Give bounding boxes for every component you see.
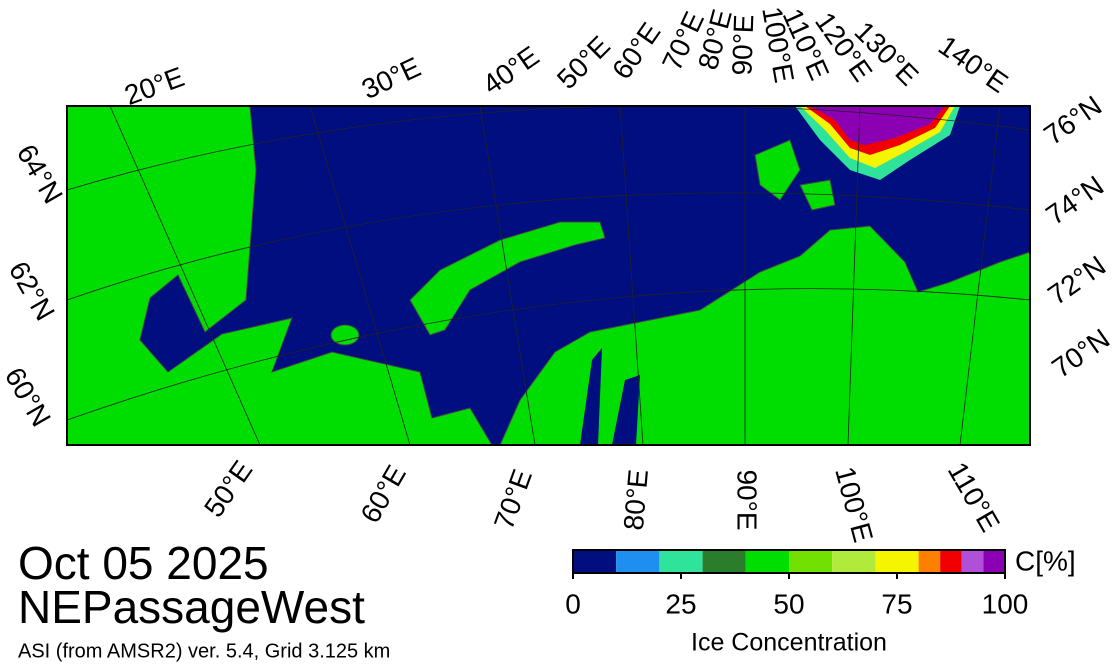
colorbar-tick-label: 75 <box>881 588 912 619</box>
map-frame <box>66 105 1031 446</box>
graticule-label: 40°E <box>477 40 545 100</box>
graticule-label: 90°E <box>732 469 763 530</box>
land <box>66 105 493 446</box>
graticule-label: 30°E <box>357 51 425 105</box>
graticule-label: 20°E <box>120 61 188 111</box>
colorbar-segment <box>659 550 703 573</box>
graticule-lines <box>66 105 1031 446</box>
graticule-label: 76°N <box>1038 90 1107 151</box>
land <box>754 139 801 201</box>
colorbar-segment <box>745 550 789 573</box>
graticule-label: 110°E <box>942 457 1006 537</box>
colorbar-segment <box>875 550 919 573</box>
gulf <box>580 348 602 445</box>
colorbar-tick-label: 50 <box>773 588 804 619</box>
region: NEPassageWest <box>18 581 365 633</box>
land <box>330 324 360 346</box>
colorbar-tick-label: 25 <box>665 588 696 619</box>
colorbar-segment <box>918 550 941 573</box>
land <box>799 179 836 211</box>
colorbar-segment <box>961 550 984 573</box>
gulf <box>612 375 640 445</box>
colorbar-tick-label: 0 <box>565 588 581 619</box>
colorbar-tick-label: 100 <box>982 588 1029 619</box>
colorbar-segment <box>702 550 746 573</box>
graticule-label: 50°E <box>551 30 616 95</box>
graticule-label: 62°N <box>3 256 61 326</box>
graticule-label: 140°E <box>933 30 1014 99</box>
colorbar-segment <box>616 550 660 573</box>
colorbar-segment <box>573 550 617 573</box>
colorbar-unit: C[%] <box>1015 545 1076 576</box>
colorbar: 0 25 50 75 100 <box>565 549 1029 619</box>
graticule-label: 72°N <box>1042 250 1111 311</box>
graticule-label: 100°E <box>829 463 879 545</box>
colorbar-segment <box>789 550 833 573</box>
graticule-label: 90°E <box>726 14 759 76</box>
colorbar-label: Ice Concentration <box>691 629 887 657</box>
graticule-label: 60°N <box>0 362 57 432</box>
land <box>409 221 606 336</box>
graticule-label: 70°E <box>488 465 538 533</box>
graticule-label: 60°E <box>354 460 411 528</box>
date: Oct 05 2025 <box>18 537 269 589</box>
graticule-label: 64°N <box>11 139 69 209</box>
graticule-label: 70°N <box>1046 323 1115 384</box>
graticule-label: 80°E <box>618 468 654 532</box>
graticule-label: 50°E <box>198 455 258 523</box>
map <box>66 105 1031 446</box>
graticule-label: 74°N <box>1040 170 1109 231</box>
colorbar-segment <box>940 550 962 573</box>
colorbar-segment <box>832 550 876 573</box>
colorbar-segment <box>983 550 1005 573</box>
subtitle: ASI (from AMSR2) ver. 5.4, Grid 3.125 km <box>18 640 390 662</box>
graticule-label: 60°E <box>606 17 666 85</box>
sea-ice <box>810 106 945 145</box>
